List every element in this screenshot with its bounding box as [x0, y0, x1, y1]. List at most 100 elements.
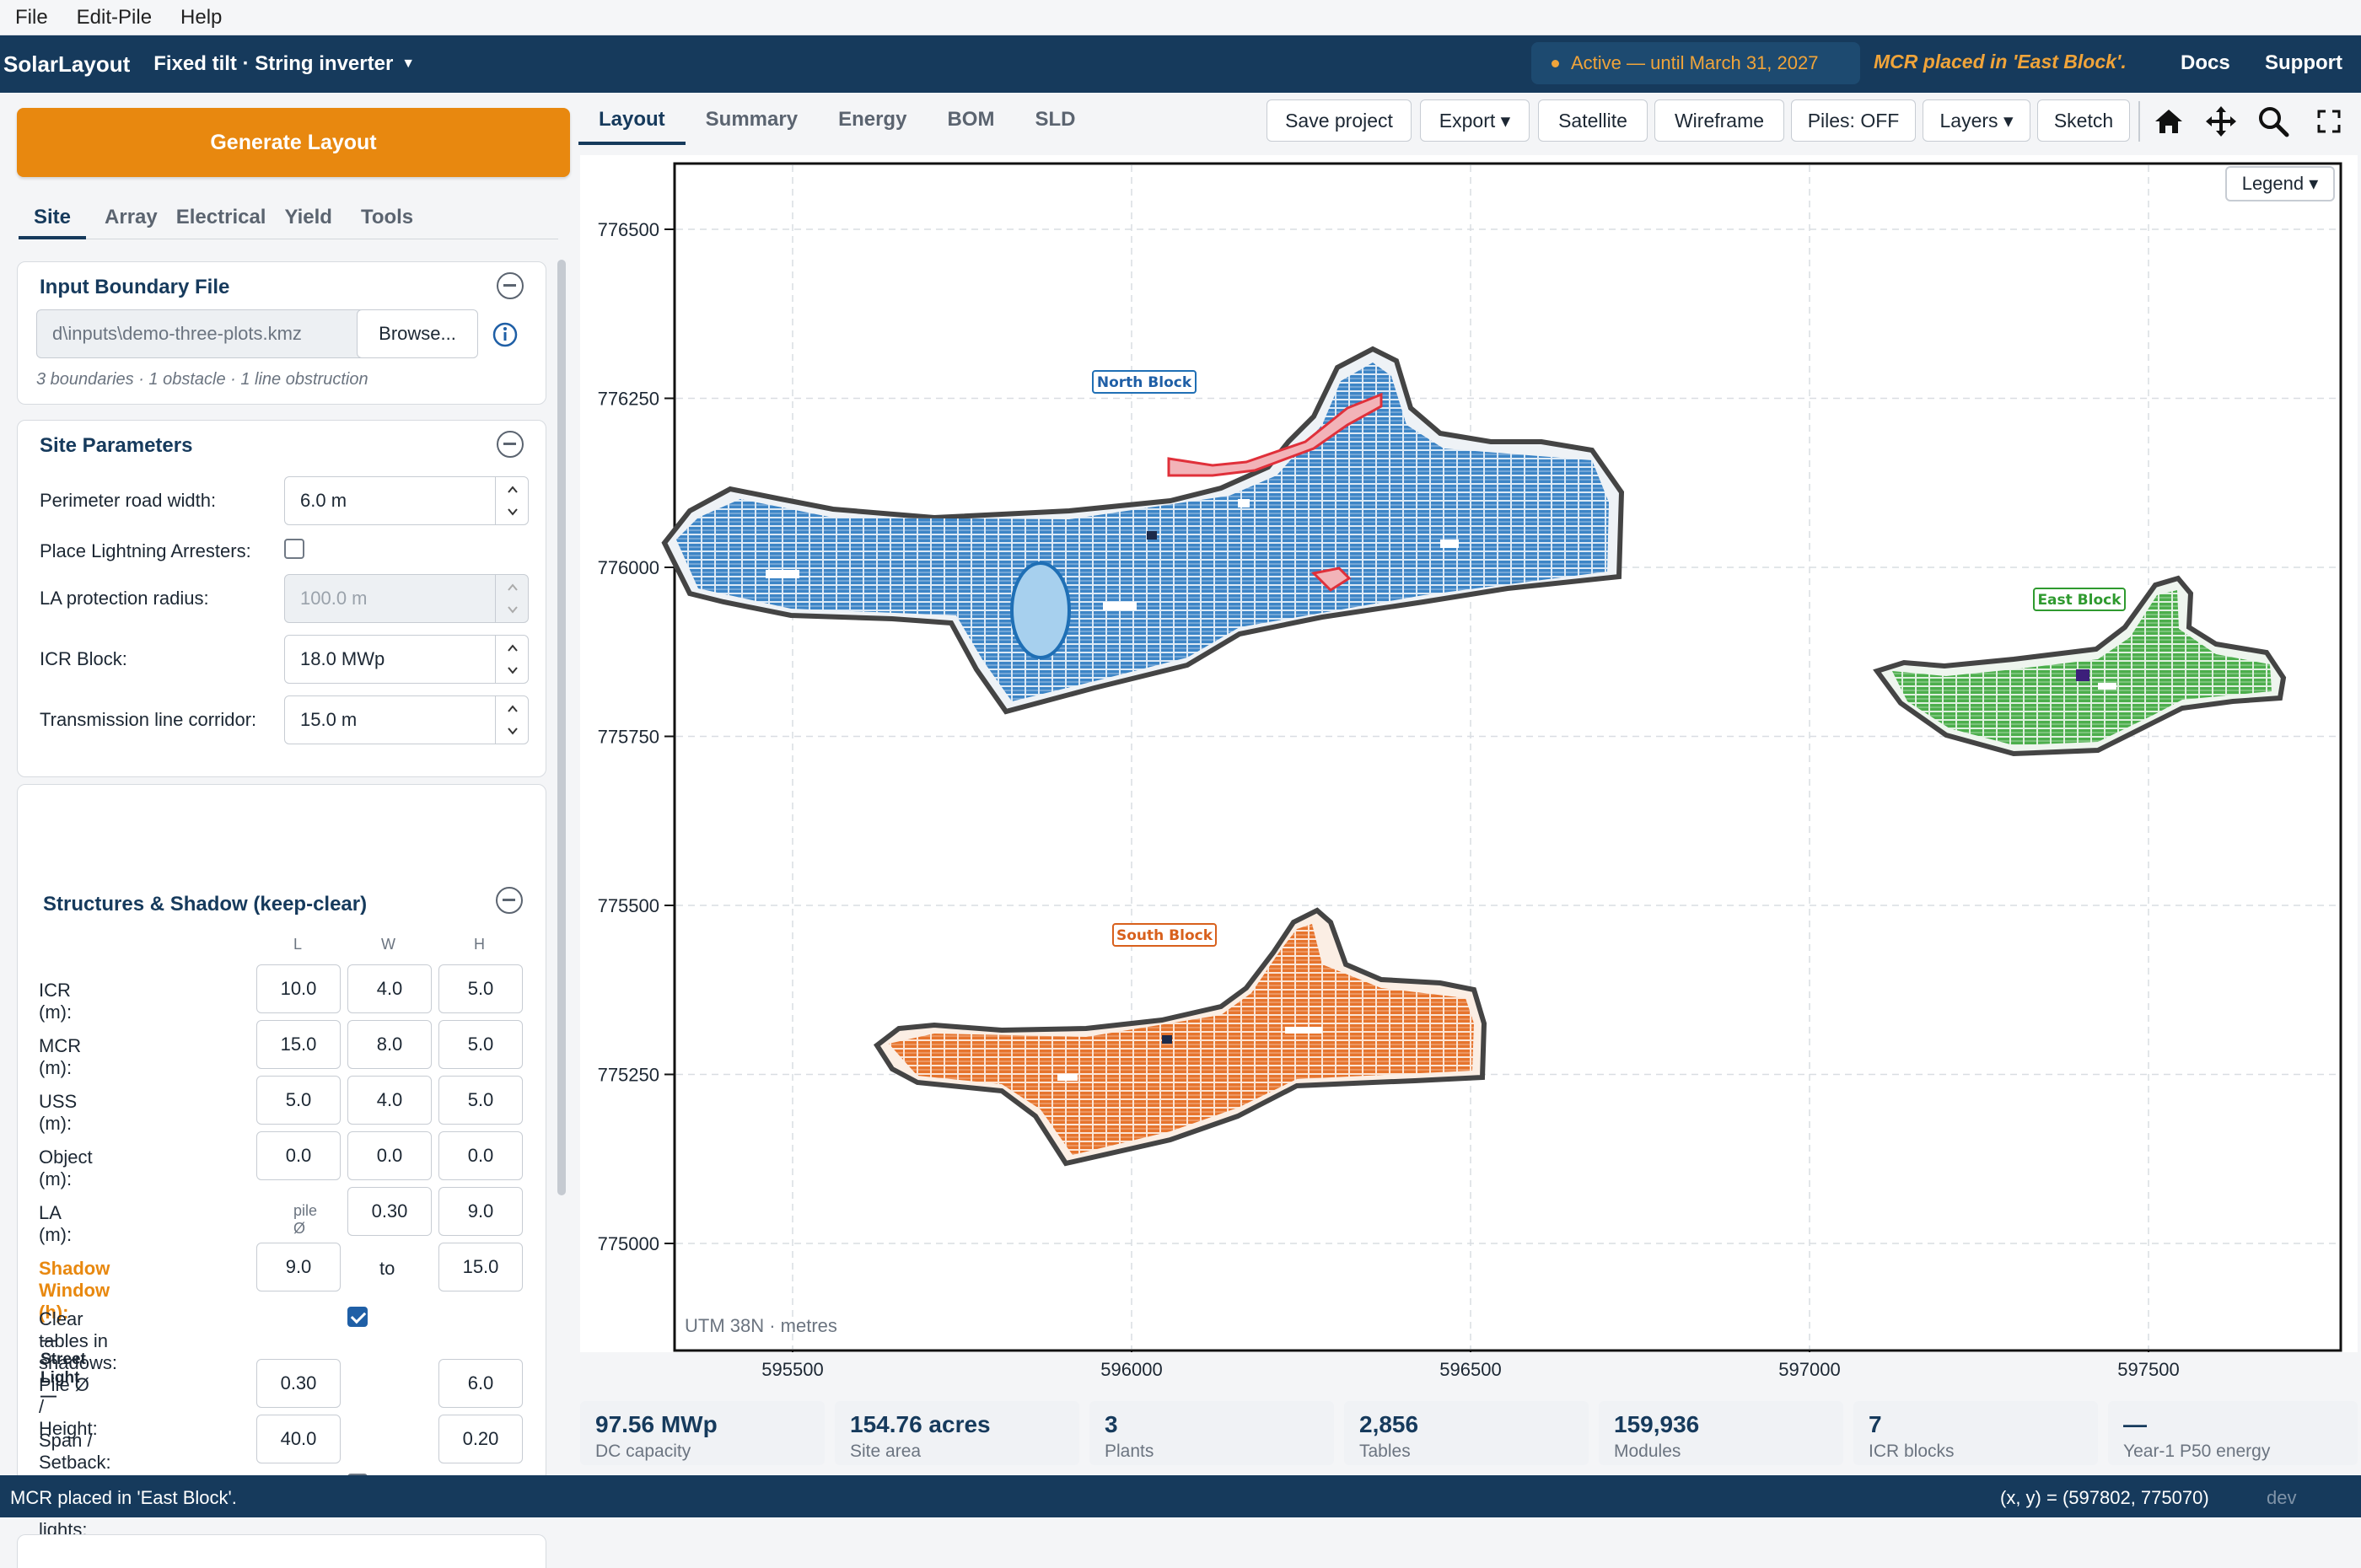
- mcr-height-input[interactable]: 5.0: [438, 1020, 523, 1069]
- tab-sld[interactable]: SLD: [1035, 108, 1076, 131]
- next-card: [17, 1534, 546, 1568]
- object-height-input[interactable]: 0.0: [438, 1131, 523, 1180]
- icr-block-label: ICR Block:: [40, 648, 127, 669]
- stat-energy: — Year-1 P50 energy: [2108, 1401, 2358, 1465]
- menu-edit-pile[interactable]: Edit-Pile: [76, 5, 153, 29]
- cursor-coords: (x, y) = (597802, 775070): [2000, 1487, 2209, 1508]
- perimeter-road-input[interactable]: 6.0 m: [284, 476, 529, 525]
- layout-map[interactable]: 776500 776250 776000 775750 775500 775250 7750…: [580, 155, 2358, 1424]
- tx-corridor-input[interactable]: 15.0 m: [284, 695, 529, 744]
- pan-icon[interactable]: [2202, 103, 2240, 140]
- col-header-w: W: [381, 936, 395, 953]
- stat-caption: Year-1 P50 energy: [2123, 1442, 2271, 1461]
- stat-plants: 3 Plants: [1089, 1401, 1334, 1465]
- panel-scrollbar[interactable]: [557, 260, 566, 1195]
- mcr-length-input[interactable]: 15.0: [256, 1020, 341, 1069]
- stepper[interactable]: [495, 695, 529, 744]
- x-tick-label: 597500: [2117, 1359, 2180, 1380]
- docs-link[interactable]: Docs: [2181, 51, 2230, 74]
- zoom-icon[interactable]: [2255, 103, 2292, 140]
- boundary-file-input[interactable]: d\inputs\demo-three-plots.kmz: [36, 309, 365, 358]
- tab-site[interactable]: Site: [19, 197, 87, 239]
- layers-button[interactable]: Layers ▾: [1923, 99, 2030, 142]
- stat-value: 3: [1105, 1411, 1118, 1437]
- la-radius-input[interactable]: 100.0 m: [284, 574, 529, 623]
- obstacle-polygon: [1310, 567, 1352, 592]
- street-span-input[interactable]: 40.0: [256, 1415, 341, 1463]
- export-button[interactable]: Export ▾: [1420, 99, 1530, 142]
- tab-summary[interactable]: Summary: [705, 108, 799, 131]
- object-length-input[interactable]: 0.0: [256, 1131, 341, 1180]
- gap-marker: [766, 570, 799, 578]
- tab-array[interactable]: Array: [105, 206, 158, 228]
- stat-value: 7: [1869, 1411, 1882, 1437]
- lightning-arresters-checkbox[interactable]: [284, 539, 304, 559]
- chevron-up-icon[interactable]: [506, 483, 519, 497]
- chevron-down-icon[interactable]: [506, 663, 519, 677]
- satellite-button[interactable]: Satellite: [1538, 99, 1648, 142]
- pond-obstacle: [1010, 561, 1071, 659]
- gap-marker: [1103, 602, 1137, 610]
- home-icon[interactable]: [2150, 103, 2187, 140]
- y-tick-label: 775000: [598, 1233, 659, 1254]
- street-pile-input[interactable]: 0.30: [256, 1359, 341, 1408]
- chevron-up-icon[interactable]: [506, 702, 519, 716]
- uss-length-input[interactable]: 5.0: [256, 1076, 341, 1125]
- stat-value: 154.76 acres: [850, 1411, 991, 1437]
- tab-electrical[interactable]: Electrical: [175, 206, 266, 228]
- shadow-to-label: to: [379, 1258, 395, 1279]
- uss-width-input[interactable]: 4.0: [347, 1076, 432, 1125]
- chevron-down-icon[interactable]: [506, 505, 519, 518]
- piles-toggle-button[interactable]: Piles: OFF: [1791, 99, 1916, 142]
- fullscreen-icon[interactable]: [2310, 103, 2348, 140]
- chevron-up-icon[interactable]: [506, 581, 519, 594]
- sketch-button[interactable]: Sketch: [2037, 99, 2130, 142]
- object-width-input[interactable]: 0.0: [347, 1131, 432, 1180]
- chevron-down-icon[interactable]: [506, 603, 519, 616]
- la-pile-input[interactable]: 0.30: [347, 1187, 432, 1236]
- stat-modules: 159,936 Modules: [1599, 1401, 1843, 1465]
- browse-button[interactable]: Browse...: [357, 309, 478, 358]
- collapse-icon[interactable]: [496, 887, 523, 914]
- chevron-up-icon[interactable]: [506, 642, 519, 655]
- layout-map-svg[interactable]: 776500 776250 776000 775750 775500 775250 7750…: [580, 155, 2358, 1424]
- icr-height-input[interactable]: 5.0: [438, 964, 523, 1013]
- tab-tools[interactable]: Tools: [360, 206, 414, 228]
- collapse-icon[interactable]: [497, 431, 524, 458]
- shadow-from-input[interactable]: 9.0: [256, 1243, 341, 1291]
- support-link[interactable]: Support: [2265, 51, 2342, 74]
- collapse-icon[interactable]: [497, 272, 524, 299]
- stepper[interactable]: [495, 476, 529, 525]
- generate-layout-button[interactable]: Generate Layout: [17, 108, 570, 177]
- tab-layout[interactable]: Layout: [578, 98, 686, 145]
- tab-bom[interactable]: BOM: [947, 108, 995, 131]
- tab-energy[interactable]: Energy: [838, 108, 907, 131]
- la-height-input[interactable]: 9.0: [438, 1187, 523, 1236]
- save-project-button[interactable]: Save project: [1267, 99, 1412, 142]
- icr-marker: [1162, 1035, 1172, 1044]
- info-icon[interactable]: [492, 321, 519, 348]
- menu-file[interactable]: File: [15, 5, 48, 29]
- uss-height-input[interactable]: 5.0: [438, 1076, 523, 1125]
- tab-yield[interactable]: Yield: [284, 206, 332, 228]
- menu-help[interactable]: Help: [180, 5, 223, 29]
- street-setback-input[interactable]: 0.20: [438, 1415, 523, 1463]
- mode-selector[interactable]: Fixed tilt · String inverter ▼: [153, 52, 415, 76]
- icr-length-input[interactable]: 10.0: [256, 964, 341, 1013]
- clear-tables-checkbox[interactable]: [347, 1307, 368, 1327]
- stepper[interactable]: [495, 635, 529, 684]
- mcr-width-input[interactable]: 8.0: [347, 1020, 432, 1069]
- icr-block-input[interactable]: 18.0 MWp: [284, 635, 529, 684]
- icr-marker: [1147, 531, 1157, 540]
- stat-value: 159,936: [1614, 1411, 1700, 1437]
- street-height-input[interactable]: 6.0: [438, 1359, 523, 1408]
- left-panel: Generate Layout Site Array Electrical Yi…: [0, 93, 573, 1568]
- shadow-to-input[interactable]: 15.0: [438, 1243, 523, 1291]
- mode-label: Fixed tilt · String inverter: [153, 52, 394, 75]
- wireframe-button[interactable]: Wireframe: [1654, 99, 1784, 142]
- chevron-down-icon[interactable]: [506, 724, 519, 738]
- stepper[interactable]: [495, 574, 529, 623]
- legend-button[interactable]: Legend ▾: [2225, 166, 2335, 201]
- icr-width-input[interactable]: 4.0: [347, 964, 432, 1013]
- gap-marker: [1440, 540, 1459, 548]
